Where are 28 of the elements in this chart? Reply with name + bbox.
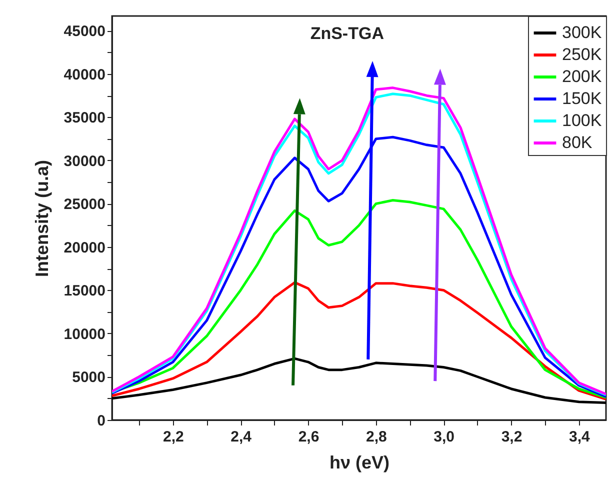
- y-tick-label: 35000: [64, 110, 106, 127]
- x-tick-label: 2,6: [298, 428, 320, 446]
- y-tick-label: 25000: [64, 196, 106, 214]
- y-tick-label: 30000: [64, 152, 106, 170]
- x-tick-label: 3,4: [569, 428, 591, 446]
- line-series: [112, 357, 606, 404]
- legend-label: 80K: [562, 133, 593, 152]
- chart-title: ZnS-TGA: [310, 24, 384, 43]
- legend-label: 150K: [562, 89, 602, 108]
- y-tick-label: 0: [97, 412, 106, 430]
- y-tick-label: 5000: [72, 369, 106, 386]
- y-axis-title: Intensity (u.a): [32, 160, 52, 278]
- line-series: [112, 281, 606, 400]
- x-tick-label: 3,2: [501, 428, 522, 446]
- legend-label: 200K: [562, 67, 602, 86]
- x-tick-label: 3,0: [434, 428, 455, 446]
- legend-label: 250K: [562, 45, 602, 64]
- y-tick-label: 40000: [64, 66, 106, 84]
- y-tick-label: 10000: [64, 326, 106, 343]
- legend-label: 100K: [562, 111, 602, 130]
- legend-label: 300K: [562, 23, 602, 42]
- x-tick-label: 2,8: [366, 428, 387, 446]
- y-tick-label: 20000: [64, 239, 106, 256]
- x-axis-title: hν (eV): [329, 452, 390, 472]
- x-tick-label: 2,4: [230, 428, 252, 446]
- x-tick-label: 2,2: [162, 428, 184, 446]
- y-tick-label: 15000: [64, 282, 106, 300]
- y-tick-label: 45000: [64, 23, 106, 40]
